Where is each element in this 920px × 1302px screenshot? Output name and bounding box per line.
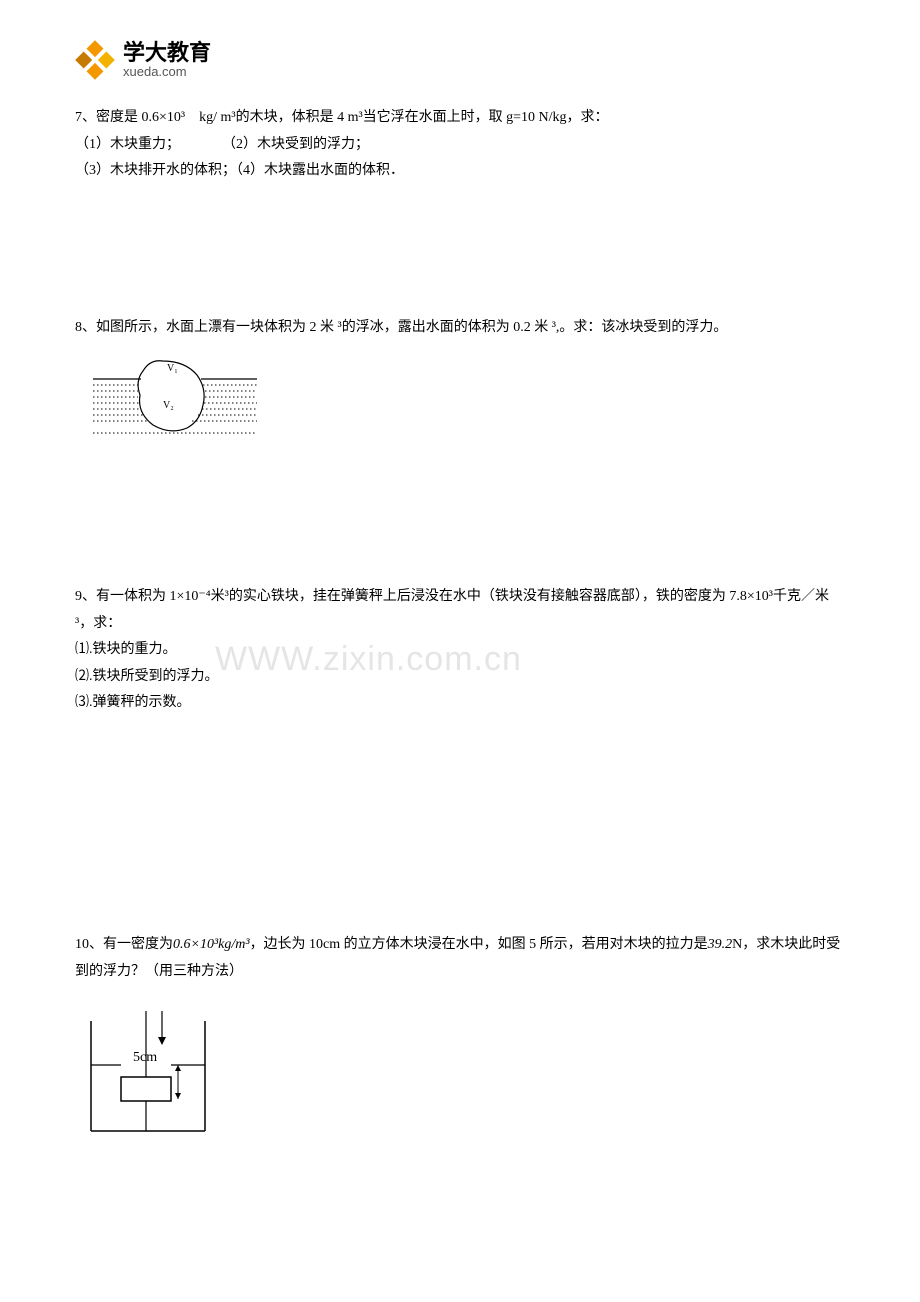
q10-mid: ，边长为 10cm 的立方体木块浸在水中，如图 5 所示，若用对木块的拉力是 [250,937,708,952]
question-9: 9、有一体积为 1×10⁻⁴米³的实心铁块，挂在弹簧秤上后浸没在水中（铁块没有接… [75,584,845,717]
label-5cm: 5cm [133,1050,157,1065]
question-10: 10、有一密度为0.6×10³kg/m³，边长为 10cm 的立方体木块浸在水中… [75,932,845,1154]
q9-sub1: ⑴.铁块的重力。 [75,637,845,664]
logo-header: 学大教育 xueda.com [75,40,845,80]
q10-prefix: 10、有一密度为 [75,937,173,952]
q10-text: 10、有一密度为0.6×10³kg/m³，边长为 10cm 的立方体木块浸在水中… [75,932,845,985]
q9-sub2: ⑵.铁块所受到的浮力。 [75,664,845,691]
q10-density: 0.6×10³kg/m³ [173,937,250,952]
document-page: 学大教育 xueda.com WWW.zixin.com.cn 7、密度是 0.… [0,0,920,1230]
q7-line2: （1）木块重力； （2）木块受到的浮力； [75,132,845,159]
label-v1: V₁ [167,363,178,374]
logo-cn-text: 学大教育 [123,41,211,65]
q8-line1: 8、如图所示，水面上漂有一块体积为 2 米 ³的浮冰，露出水面的体积为 0.2 … [75,315,845,342]
question-7: 7、密度是 0.6×10³ kg/ m³的木块，体积是 4 m³当它浮在水面上时… [75,105,845,185]
cube-figure: 5cm [83,1003,845,1154]
q10-force: 39.2 [708,937,733,952]
iceberg-figure: V₁ V₂ [85,353,845,454]
question-8: 8、如图所示，水面上漂有一块体积为 2 米 ³的浮冰，露出水面的体积为 0.2 … [75,315,845,454]
label-v2: V₂ [163,400,174,411]
logo-en-text: xueda.com [123,65,211,79]
q9-sub3: ⑶.弹簧秤的示数。 [75,690,845,717]
q7-line1: 7、密度是 0.6×10³ kg/ m³的木块，体积是 4 m³当它浮在水面上时… [75,105,845,132]
xueda-logo-icon [75,40,115,80]
q7-line3: （3）木块排开水的体积；（4）木块露出水面的体积． [75,158,845,185]
q9-line1: 9、有一体积为 1×10⁻⁴米³的实心铁块，挂在弹簧秤上后浸没在水中（铁块没有接… [75,584,845,637]
logo-text: 学大教育 xueda.com [123,41,211,79]
